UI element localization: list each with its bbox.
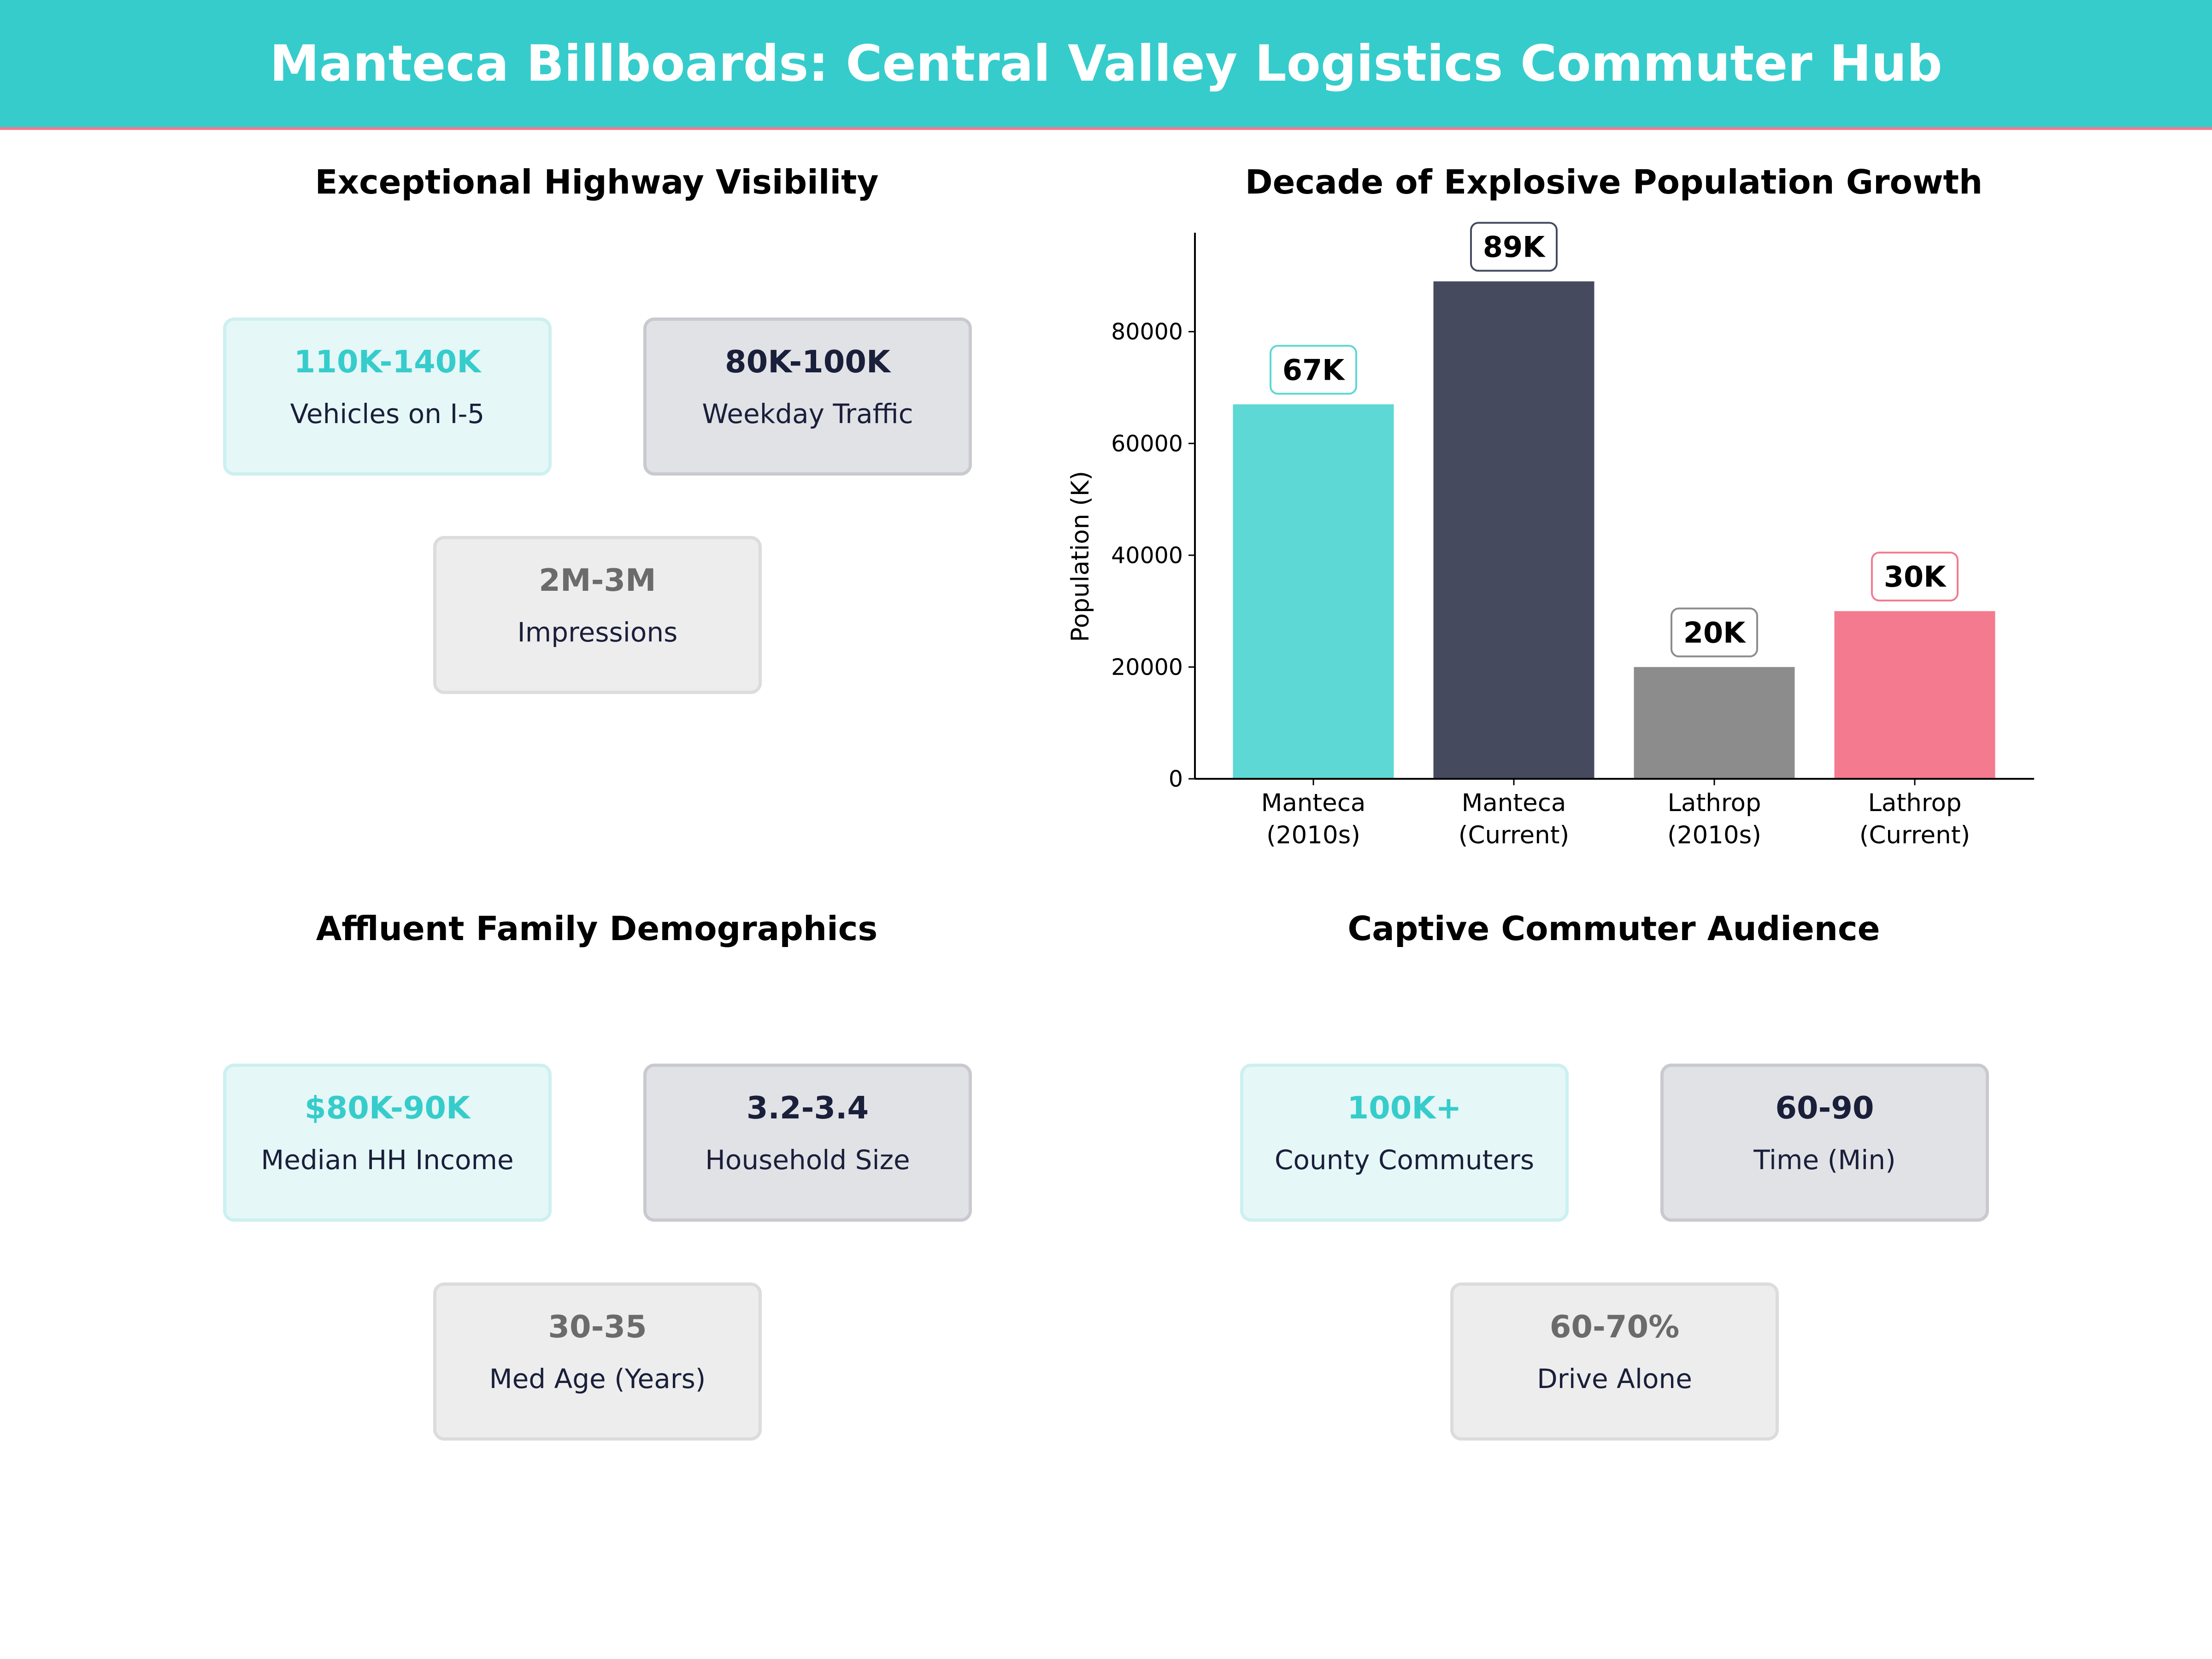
stat-label: Median HH Income — [261, 1144, 514, 1176]
x-tick-label: (2010s) — [1266, 821, 1360, 849]
stat-card-vehicles: 110K-140K Vehicles on I-5 — [223, 318, 552, 476]
stat-card-age: 30-35 Med Age (Years) — [433, 1282, 762, 1441]
x-tick-label: Manteca — [1462, 789, 1566, 817]
stat-value: $80K-90K — [305, 1090, 470, 1126]
y-axis-label: Population (K) — [1066, 471, 1094, 642]
stat-value: 110K-140K — [294, 344, 481, 380]
x-tick-label: (Current) — [1859, 821, 1970, 849]
y-tick-label: 20000 — [1111, 654, 1183, 680]
stat-label: Vehicles on I-5 — [290, 398, 485, 429]
stat-value: 30-35 — [548, 1309, 647, 1345]
stat-card-commuters: 100K+ County Commuters — [1240, 1064, 1569, 1222]
x-tick-label: Lathrop — [1667, 789, 1761, 817]
data-label: 30K — [1884, 560, 1947, 594]
stat-card-drive-alone: 60-70% Drive Alone — [1450, 1282, 1779, 1441]
bar — [1233, 404, 1394, 779]
visibility-title: Exceptional Highway Visibility — [315, 163, 879, 201]
page-title: Manteca Billboards: Central Valley Logis… — [270, 35, 1942, 93]
chart-title: Decade of Explosive Population Growth — [1245, 163, 1983, 201]
commuters-title: Captive Commuter Audience — [1347, 909, 1880, 948]
data-label-box — [1871, 552, 1959, 602]
x-tick-label: (Current) — [1459, 821, 1569, 849]
bar — [1634, 667, 1795, 779]
demographics-title: Affluent Family Demographics — [316, 909, 878, 948]
stat-value: 60-70% — [1549, 1309, 1680, 1345]
data-label-box — [1270, 345, 1357, 395]
stat-value: 3.2-3.4 — [746, 1090, 869, 1126]
stat-label: County Commuters — [1274, 1144, 1535, 1176]
stat-label: Impressions — [517, 617, 678, 648]
stat-card-weekday-traffic: 80K-100K Weekday Traffic — [643, 318, 972, 476]
bar — [1433, 281, 1594, 779]
x-tick-label: Lathrop — [1868, 789, 1961, 817]
data-label: 89K — [1483, 230, 1546, 264]
stat-card-household-size: 3.2-3.4 Household Size — [643, 1064, 972, 1222]
header-banner: Manteca Billboards: Central Valley Logis… — [0, 0, 2212, 130]
x-tick-label: Manteca — [1261, 789, 1366, 817]
stat-label: Drive Alone — [1537, 1363, 1692, 1394]
data-label: 67K — [1282, 353, 1345, 387]
bar — [1834, 611, 1995, 779]
data-label-box — [1470, 222, 1558, 272]
stat-card-income: $80K-90K Median HH Income — [223, 1064, 552, 1222]
stat-label: Household Size — [705, 1144, 910, 1176]
stat-label: Weekday Traffic — [702, 398, 913, 429]
y-tick-label: 60000 — [1111, 430, 1183, 457]
stat-value: 60-90 — [1775, 1090, 1874, 1126]
x-tick-label: (2010s) — [1667, 821, 1761, 849]
stat-value: 2M-3M — [539, 562, 656, 598]
y-tick-label: 0 — [1169, 766, 1183, 792]
data-label-box — [1671, 607, 1758, 658]
stat-label: Med Age (Years) — [489, 1363, 706, 1394]
y-tick-label: 40000 — [1111, 542, 1183, 569]
stat-card-commute-time: 60-90 Time (Min) — [1660, 1064, 1989, 1222]
data-label: 20K — [1683, 616, 1746, 649]
stat-card-impressions: 2M-3M Impressions — [433, 536, 762, 694]
stat-value: 80K-100K — [725, 344, 890, 380]
y-tick-label: 80000 — [1111, 319, 1183, 345]
stat-label: Time (Min) — [1753, 1144, 1896, 1176]
stat-value: 100K+ — [1347, 1090, 1462, 1126]
